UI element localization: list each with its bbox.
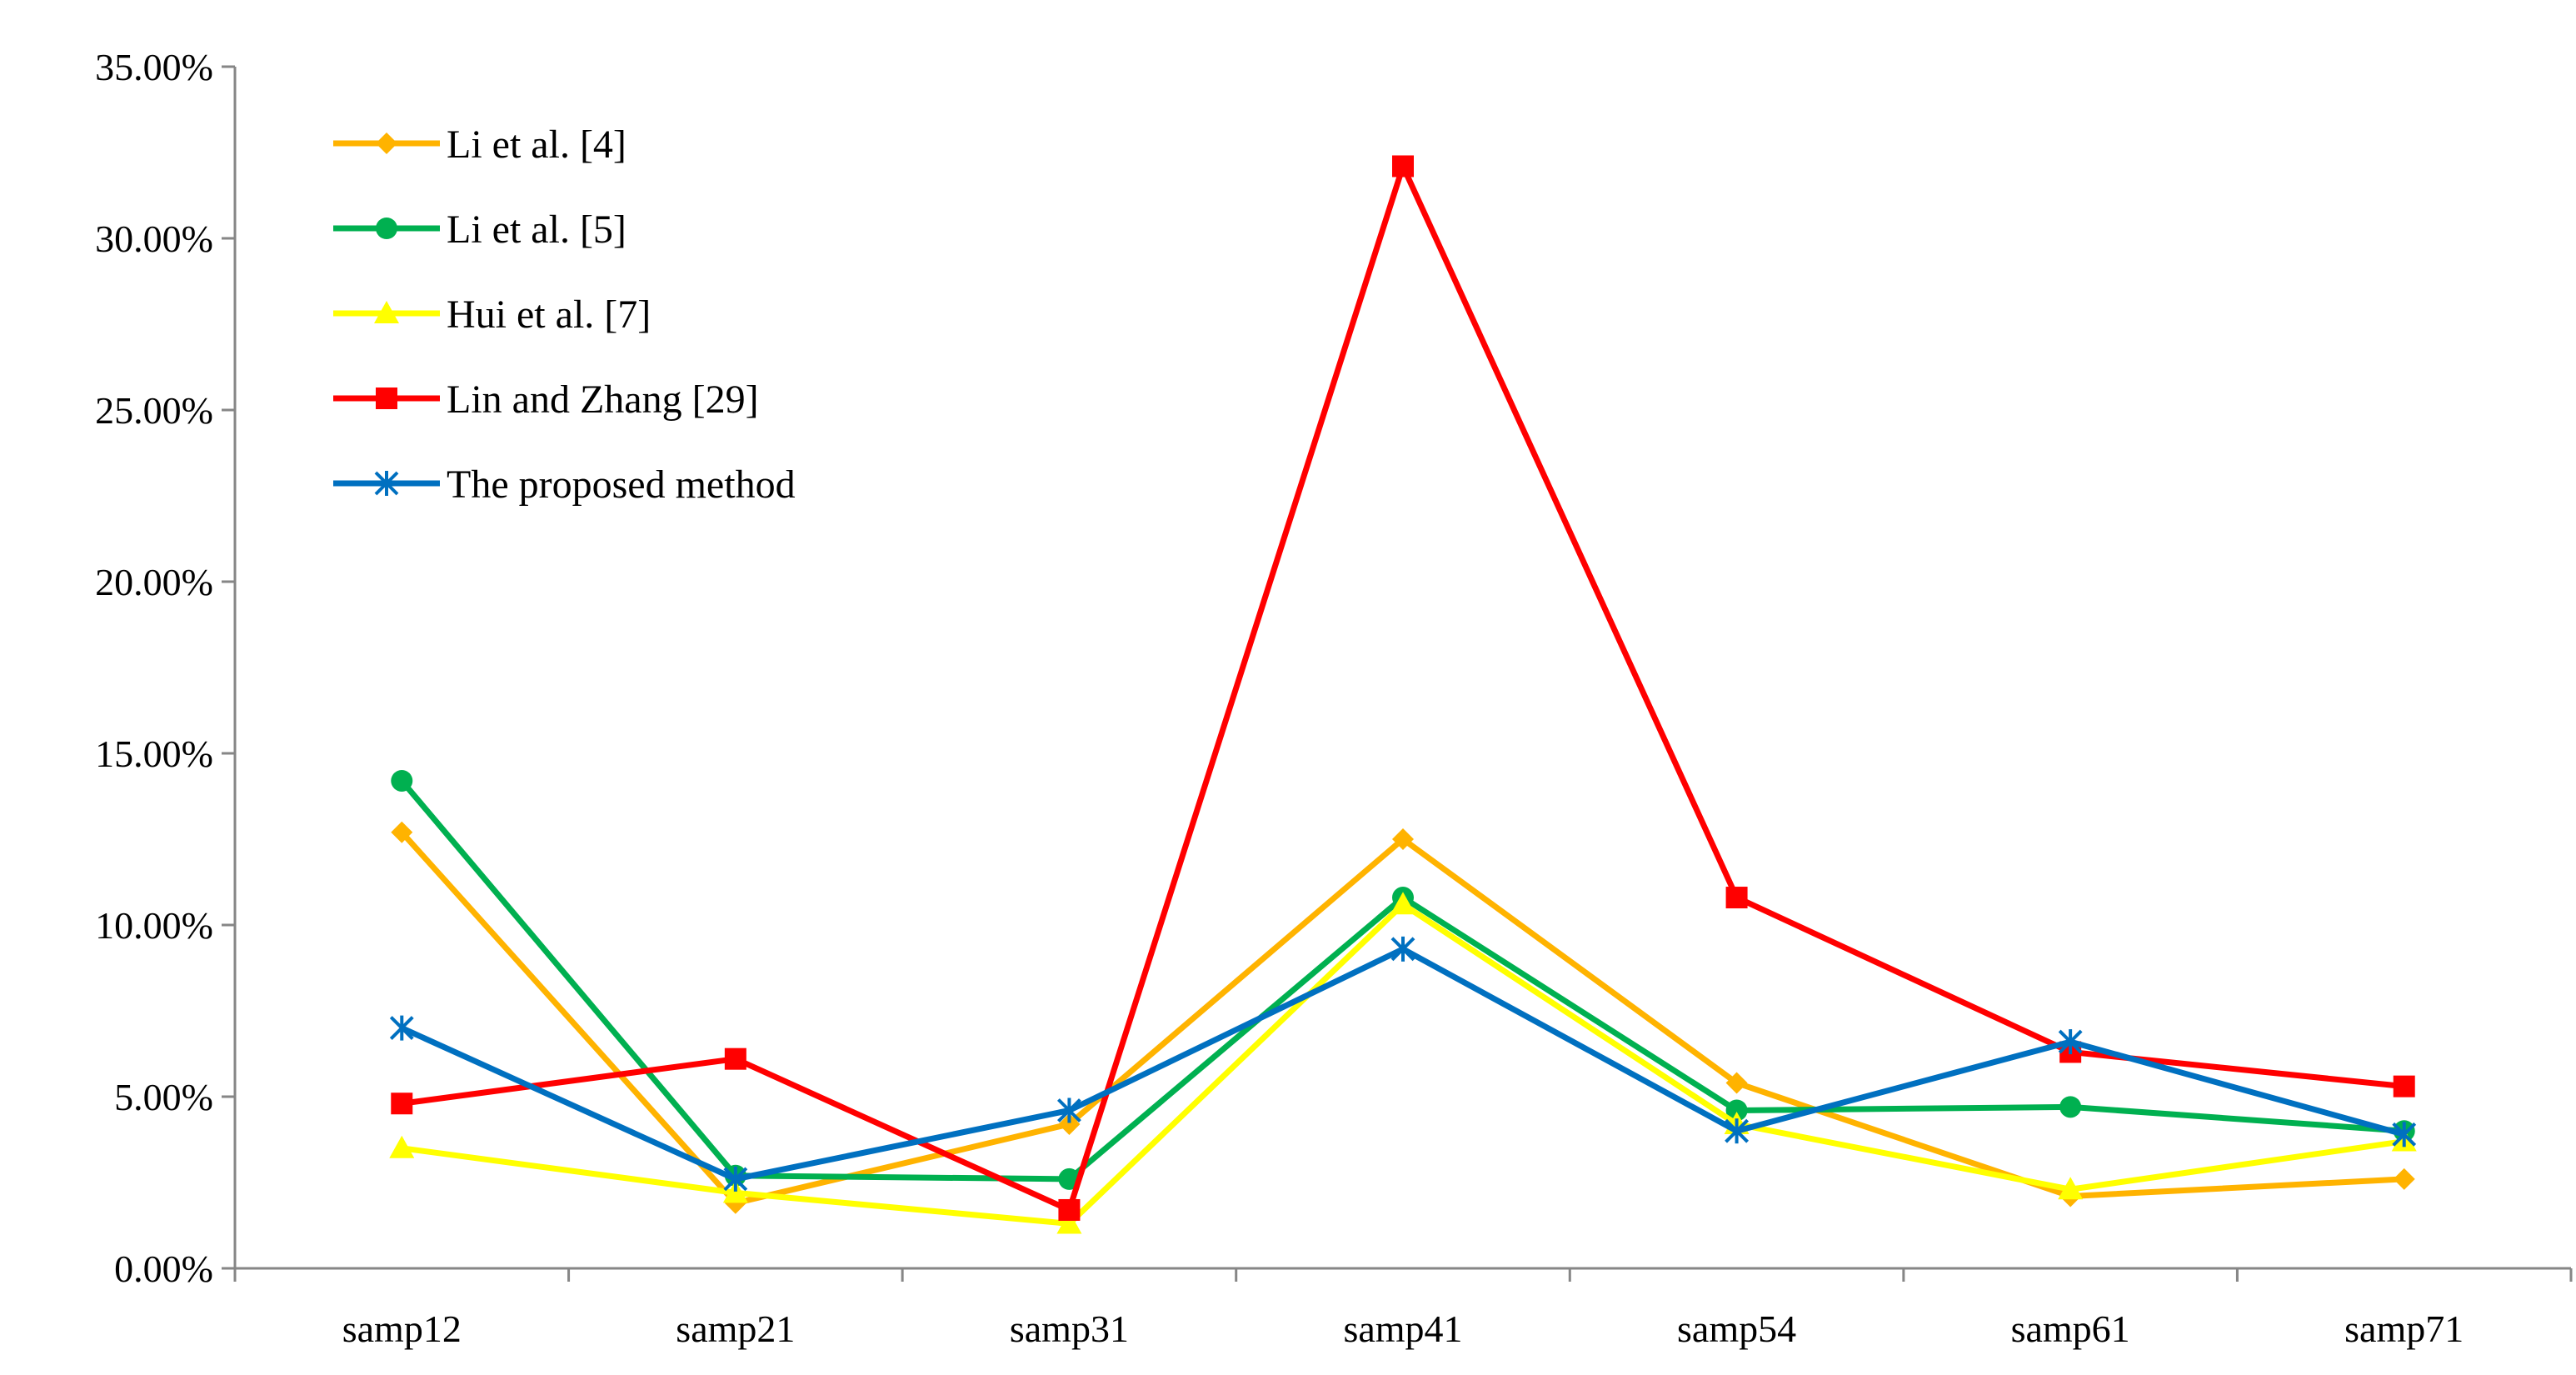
data-point bbox=[723, 1166, 748, 1192]
y-tick-label: 5.00% bbox=[114, 1076, 213, 1118]
y-tick-label: 25.00% bbox=[95, 389, 213, 432]
legend-marker bbox=[374, 471, 399, 496]
data-point bbox=[1056, 1211, 1082, 1234]
legend-marker bbox=[376, 388, 397, 409]
legend-label: Li et al. [4] bbox=[447, 122, 627, 167]
series-layer bbox=[389, 155, 2417, 1234]
data-point bbox=[1057, 1098, 1081, 1123]
legend-label: Li et al. [5] bbox=[447, 208, 627, 252]
legend-item: The proposed method bbox=[333, 462, 796, 507]
y-tick-label: 35.00% bbox=[95, 46, 213, 88]
legend: Li et al. [4] Li et al. [5] Hui et al. [7]… bbox=[333, 122, 796, 507]
legend-label: Hui et al. [7] bbox=[447, 292, 651, 337]
legend-label: The proposed method bbox=[447, 462, 796, 507]
data-point bbox=[1390, 936, 1415, 962]
data-point bbox=[2059, 1096, 2082, 1118]
data-point bbox=[1390, 892, 1415, 915]
series-4 bbox=[389, 936, 2417, 1192]
x-tick-label: samp12 bbox=[342, 1308, 462, 1350]
x-tick-label: samp61 bbox=[2011, 1308, 2130, 1350]
axes: 0.00% 5.00% 10.00% 15.00% 20.00% 25.00% 30.00%… bbox=[95, 46, 2573, 1350]
legend-label: Lin and Zhang [29] bbox=[447, 378, 759, 422]
data-point bbox=[389, 1135, 415, 1158]
x-tick-label: samp71 bbox=[2344, 1308, 2464, 1350]
data-point bbox=[1058, 1112, 1081, 1135]
data-point bbox=[724, 1048, 746, 1070]
x-tick-label: samp41 bbox=[1343, 1308, 1462, 1350]
data-point bbox=[1058, 1198, 1081, 1221]
legend-item: Li et al. [5] bbox=[333, 208, 627, 252]
legend-marker bbox=[376, 132, 397, 154]
data-point bbox=[1725, 887, 1748, 909]
x-tick-label: samp31 bbox=[1010, 1308, 1129, 1350]
y-tick-label: 10.00% bbox=[95, 904, 213, 947]
data-point bbox=[2393, 1075, 2415, 1098]
data-point bbox=[1725, 1118, 1749, 1144]
data-point bbox=[391, 769, 413, 792]
series-3 bbox=[391, 155, 2415, 1221]
x-tick-label: samp21 bbox=[676, 1308, 795, 1350]
y-tick-label: 20.00% bbox=[95, 561, 213, 603]
y-tick-label: 15.00% bbox=[95, 732, 213, 775]
data-point bbox=[1392, 828, 1414, 850]
data-point bbox=[2392, 1122, 2417, 1148]
data-point bbox=[1725, 1099, 1748, 1122]
data-point bbox=[2393, 1168, 2415, 1190]
series-0 bbox=[391, 821, 2415, 1214]
data-point bbox=[389, 1015, 414, 1041]
legend-item: Lin and Zhang [29] bbox=[333, 378, 759, 422]
x-tick-label: samp54 bbox=[1677, 1308, 1796, 1350]
data-point bbox=[2058, 1029, 2083, 1055]
data-point bbox=[1725, 1072, 1748, 1094]
legend-item: Hui et al. [7] bbox=[333, 292, 651, 337]
data-point bbox=[391, 1092, 413, 1115]
data-point bbox=[1392, 155, 1414, 178]
legend-item: Li et al. [4] bbox=[333, 122, 627, 167]
legend-marker bbox=[374, 301, 399, 323]
data-point bbox=[2058, 1177, 2084, 1200]
y-tick-label: 0.00% bbox=[114, 1248, 213, 1290]
legend-marker bbox=[376, 218, 397, 239]
y-tick-label: 30.00% bbox=[95, 218, 213, 260]
data-point bbox=[391, 821, 413, 843]
